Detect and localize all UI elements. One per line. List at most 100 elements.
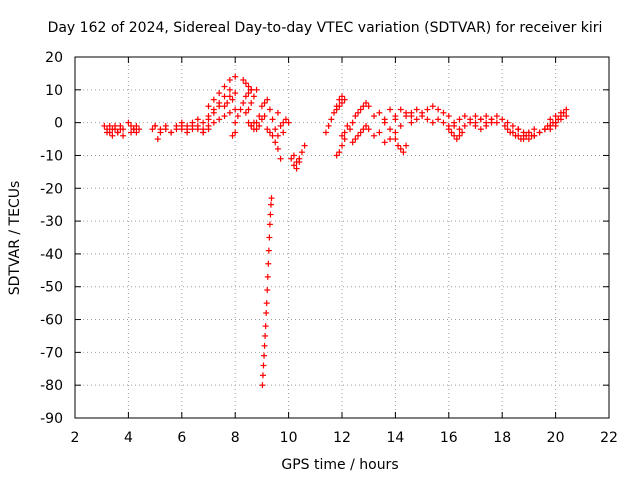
data-point <box>104 129 111 136</box>
data-point <box>272 126 279 133</box>
data-point <box>392 116 399 123</box>
data-point <box>322 129 329 136</box>
data-point <box>520 132 527 139</box>
data-point <box>245 83 252 90</box>
data-point <box>226 109 233 116</box>
data-point <box>429 119 436 126</box>
data-point <box>341 96 348 103</box>
data-point <box>472 119 479 126</box>
y-tick-label: -10 <box>40 148 63 164</box>
y-axis-label: SDTVAR / TECUs <box>7 181 23 296</box>
data-point <box>261 99 268 106</box>
data-point <box>387 126 394 133</box>
data-point <box>263 300 270 307</box>
data-point <box>557 109 564 116</box>
data-point <box>253 126 260 133</box>
data-point <box>262 323 269 330</box>
data-point <box>395 142 402 149</box>
data-point <box>325 122 332 129</box>
data-point <box>349 139 356 146</box>
data-point <box>448 129 455 136</box>
data-point <box>260 362 267 369</box>
data-point <box>392 129 399 136</box>
data-point <box>456 126 463 133</box>
data-points <box>101 73 570 389</box>
data-point <box>547 116 554 123</box>
data-point <box>245 90 252 97</box>
data-point <box>501 122 508 129</box>
data-point <box>120 126 127 133</box>
data-point <box>493 113 500 120</box>
data-point <box>261 352 268 359</box>
data-point <box>133 122 140 129</box>
data-point <box>477 116 484 123</box>
y-tick-label: 20 <box>45 50 63 66</box>
data-point <box>435 106 442 113</box>
data-point <box>296 155 303 162</box>
data-point <box>381 139 388 146</box>
data-point <box>363 99 370 106</box>
data-point <box>248 122 255 129</box>
data-point <box>229 96 236 103</box>
data-point <box>360 126 367 133</box>
data-point <box>333 152 340 159</box>
data-point <box>397 145 404 152</box>
data-point <box>266 129 273 136</box>
x-tick-label: 12 <box>333 430 351 446</box>
data-point <box>339 99 345 106</box>
data-point <box>128 122 135 129</box>
data-point <box>250 93 257 100</box>
data-point <box>352 113 359 120</box>
data-point <box>114 129 121 136</box>
data-point <box>552 113 559 120</box>
data-point <box>112 126 119 133</box>
data-point <box>339 142 345 149</box>
data-point <box>221 113 228 120</box>
data-point <box>339 132 345 139</box>
data-point <box>424 106 431 113</box>
data-point <box>210 119 217 126</box>
data-point <box>232 90 239 97</box>
data-point <box>258 103 265 110</box>
data-point <box>184 122 191 129</box>
data-point <box>445 113 452 120</box>
x-tick-label: 8 <box>231 430 240 446</box>
data-point <box>349 119 356 126</box>
y-tick-label: -90 <box>40 411 63 427</box>
data-point <box>400 149 407 156</box>
data-point <box>515 132 522 139</box>
data-point <box>264 287 271 294</box>
data-point <box>504 126 511 133</box>
data-point <box>488 116 495 123</box>
data-point <box>261 342 268 349</box>
data-point <box>266 221 273 228</box>
y-tick-label: -40 <box>40 247 63 263</box>
data-point <box>274 145 281 152</box>
data-point <box>563 106 570 113</box>
data-point <box>403 142 410 149</box>
data-point <box>242 109 249 116</box>
data-point <box>429 103 436 110</box>
data-point <box>547 122 554 129</box>
data-point <box>221 103 228 110</box>
data-point <box>189 119 196 126</box>
grid-layer <box>75 57 609 418</box>
data-point <box>274 132 281 139</box>
data-point <box>226 86 233 93</box>
x-tick-label: 16 <box>440 430 458 446</box>
data-point <box>552 119 559 126</box>
data-point <box>128 129 135 136</box>
x-tick-label: 20 <box>547 430 565 446</box>
data-point <box>269 132 276 139</box>
data-point <box>493 119 500 126</box>
y-tick-label: 10 <box>45 83 63 99</box>
data-point <box>408 119 415 126</box>
chart-title: Day 162 of 2024, Sidereal Day-to-day VTE… <box>48 20 603 36</box>
data-point <box>509 122 516 129</box>
data-point <box>290 152 297 159</box>
data-point <box>555 116 562 123</box>
data-point <box>293 165 300 172</box>
data-point <box>445 126 452 133</box>
data-point <box>210 96 217 103</box>
